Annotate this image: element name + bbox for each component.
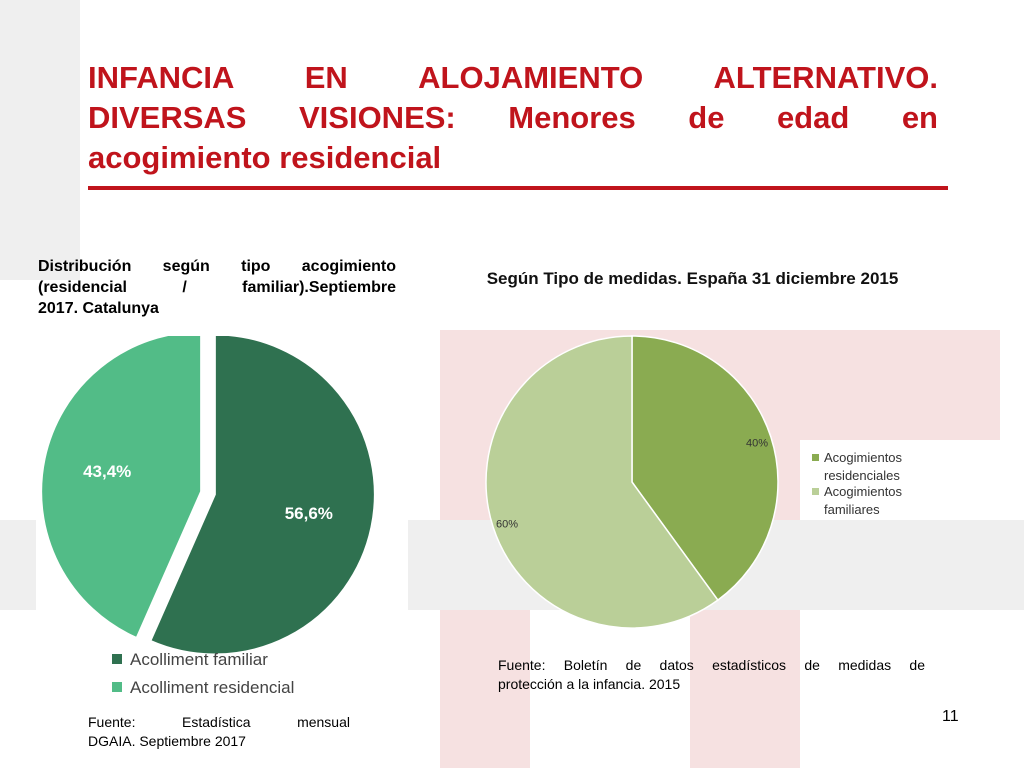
pie-data-label-1: 56,6% — [285, 504, 333, 523]
legend-label-residencial: Acolliment residencial — [130, 678, 294, 697]
pie-slice-2 — [40, 336, 203, 640]
legend-label-familiar: Acolliment familiar — [130, 650, 268, 669]
legend-familiares-word-1: Acogimientos — [824, 484, 903, 499]
title-line-2: DIVERSAS VISIONES: Menores de edad en — [88, 100, 938, 135]
legend-swatch-residenciales — [812, 454, 819, 461]
pie-data-label-2: 60% — [496, 519, 518, 531]
legend-familiares-word-2: familiares — [824, 502, 880, 517]
espana-pie-chart: 40% 60% Acogimientos residenciales Acogim… — [485, 335, 906, 629]
pie-data-label-2: 43,4% — [83, 462, 131, 481]
pie-slice-1 — [631, 335, 779, 602]
legend-residenciales-word-2: residenciales — [824, 468, 900, 483]
left-source: Fuente: Estadística mensual DGAIA. Septi… — [88, 713, 350, 751]
right-source: Fuente: Boletín de datos estadísticos de… — [498, 656, 925, 694]
legend-swatch-familiar — [112, 654, 122, 664]
pie-slice-1 — [149, 336, 376, 656]
right-source-line-2: protección a la infancia. 2015 — [498, 676, 681, 692]
left-chart-caption: Distribución según tipo acogimiento (res… — [38, 256, 396, 319]
catalunya-pie-chart: 56,6% 43,4% Acolliment familiar Acollimen… — [36, 336, 408, 706]
legend-label-residenciales: Acogimientos residenciales — [824, 450, 906, 483]
slide-title: INFANCIA EN ALOJAMIENTO ALTERNATIVO. DIV… — [88, 58, 938, 178]
title-line-3: acogimiento residencial — [88, 140, 442, 175]
pie-data-label-1: 40% — [746, 437, 768, 449]
left-caption-line-2: (residencial / familiar).Septiembre — [38, 279, 396, 296]
left-source-line-1: Fuente: Estadística mensual — [88, 714, 350, 730]
left-caption-line-3: 2017. Catalunya — [38, 300, 159, 317]
legend-label-familiares: Acogimientos familiares — [824, 484, 906, 517]
catalunya-pie: 56,6% 43,4% — [40, 336, 376, 656]
legend-swatch-familiares — [812, 488, 819, 495]
legend-swatch-residencial — [112, 682, 122, 692]
title-line-1: INFANCIA EN ALOJAMIENTO ALTERNATIVO. — [88, 60, 938, 95]
left-source-line-2: DGAIA. Septiembre 2017 — [88, 733, 246, 749]
title-underline — [88, 186, 948, 190]
pie-slice-2 — [485, 335, 719, 629]
legend-residenciales-word-1: Acogimientos — [824, 450, 903, 465]
right-source-line-1: Fuente: Boletín de datos estadísticos de… — [498, 657, 925, 673]
right-chart-title: Según Tipo de medidas. España 31 diciemb… — [486, 269, 899, 288]
page-number: 11 — [942, 708, 959, 725]
espana-pie: 40% 60% — [485, 335, 779, 629]
left-caption-line-1: Distribución según tipo acogimiento — [38, 258, 396, 275]
